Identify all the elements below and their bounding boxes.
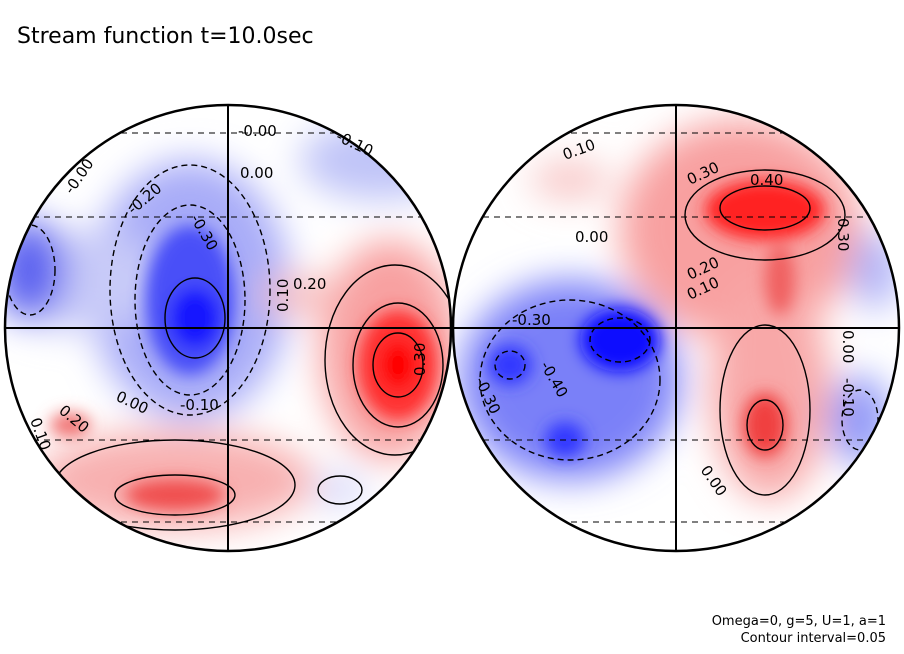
contour-label: -0.10	[180, 396, 219, 414]
axes-lines	[4, 104, 900, 551]
contour-interval-note: Contour interval=0.05	[740, 631, 886, 646]
contour-label: -0.30	[512, 311, 551, 329]
high-red	[260, 275, 340, 315]
left-hemisphere	[5, 105, 451, 551]
contour-label: 0.30	[834, 218, 852, 251]
contour-label: -0.00	[238, 122, 277, 140]
contour-label: 0.40	[750, 171, 783, 189]
low-blue	[300, 120, 451, 200]
low-blue	[315, 474, 365, 506]
chart-title: Stream function t=10.0sec	[17, 24, 314, 49]
contour-label: 0.20	[293, 275, 326, 293]
contour-label: 0.30	[411, 343, 429, 376]
contour-label: -0.10	[839, 378, 857, 417]
contour-label: 0.00	[839, 330, 857, 363]
contour-label: 0.00	[240, 164, 273, 182]
contour-label: 0.00	[575, 228, 608, 246]
parameters-note: Omega=0, g=5, U=1, a=1	[711, 614, 886, 629]
contour-label: 0.10	[274, 279, 292, 312]
